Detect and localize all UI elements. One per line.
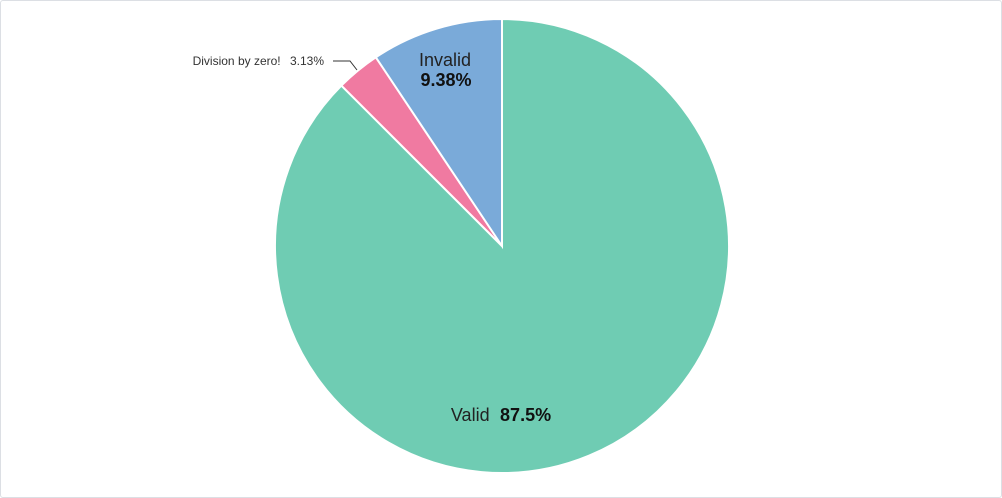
slice-value-valid: 87.5% [500, 405, 551, 425]
slice-label-division: Division by zero! 3.13% [193, 54, 325, 68]
slice-name-division: Division by zero! [193, 54, 281, 68]
slice-value-invalid: 9.38% [420, 70, 471, 90]
slice-label-valid: Valid 87.5% [451, 405, 551, 425]
slice-value-division: 3.13% [290, 54, 324, 68]
slice-name-valid: Valid [451, 405, 490, 425]
pie-slices [274, 17, 730, 474]
slice-name-invalid: Invalid [419, 50, 471, 70]
pie-slice-invalid[interactable] [374, 17, 503, 250]
slice-leader-division [333, 60, 358, 71]
